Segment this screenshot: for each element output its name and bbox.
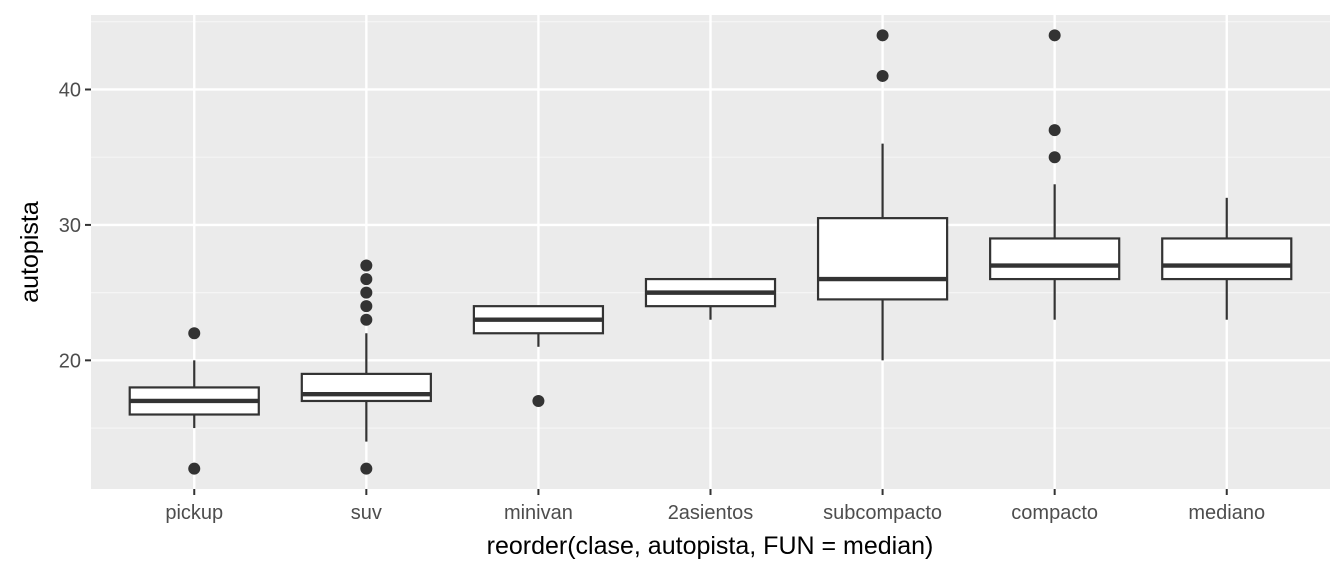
outlier-point: [876, 29, 889, 42]
x-axis: pickup suv minivan 2asientos subcompacto comp…: [165, 489, 1265, 524]
x-tick-label: suv: [351, 502, 382, 524]
grid-lines: [91, 15, 1330, 489]
outlier-point: [1048, 151, 1061, 164]
box-minivan: [472, 305, 605, 407]
box-2asientos: [644, 277, 777, 320]
outlier-point: [188, 462, 201, 475]
y-tick-label: 40: [59, 79, 81, 101]
outlier-point: [360, 300, 373, 313]
box-iqr: [1161, 237, 1293, 281]
outlier-point: [532, 394, 545, 407]
box-iqr: [989, 237, 1121, 281]
box-compacto: [989, 29, 1121, 320]
boxes-layer: [128, 29, 1293, 475]
outlier-point: [360, 286, 373, 299]
x-tick-label: subcompacto: [823, 502, 942, 524]
x-tick-label: compacto: [1011, 502, 1098, 524]
x-tick-label: 2asientos: [668, 502, 754, 524]
x-tick-label: pickup: [165, 502, 223, 524]
y-axis: 20 30 40: [59, 79, 91, 372]
outlier-point: [360, 313, 373, 326]
y-tick-label: 30: [59, 215, 81, 237]
y-tick-label: 20: [59, 350, 81, 372]
box-iqr: [816, 217, 949, 301]
box-suv: [300, 259, 432, 475]
outlier-point: [188, 327, 201, 340]
x-tick-label: minivan: [504, 502, 573, 524]
outlier-point: [360, 273, 373, 286]
outlier-point: [360, 462, 373, 475]
box-pickup: [128, 327, 260, 475]
outlier-point: [876, 69, 889, 82]
outlier-point: [360, 259, 373, 272]
box-mediano: [1161, 197, 1293, 320]
box-subcompacto: [816, 29, 949, 361]
x-tick-label: mediano: [1188, 502, 1265, 524]
outlier-point: [1048, 124, 1061, 137]
outlier-point: [1048, 29, 1061, 42]
x-axis-title: reorder(clase, autopista, FUN = median): [487, 532, 934, 560]
y-axis-title: autopista: [16, 201, 44, 303]
box-iqr: [300, 372, 432, 403]
